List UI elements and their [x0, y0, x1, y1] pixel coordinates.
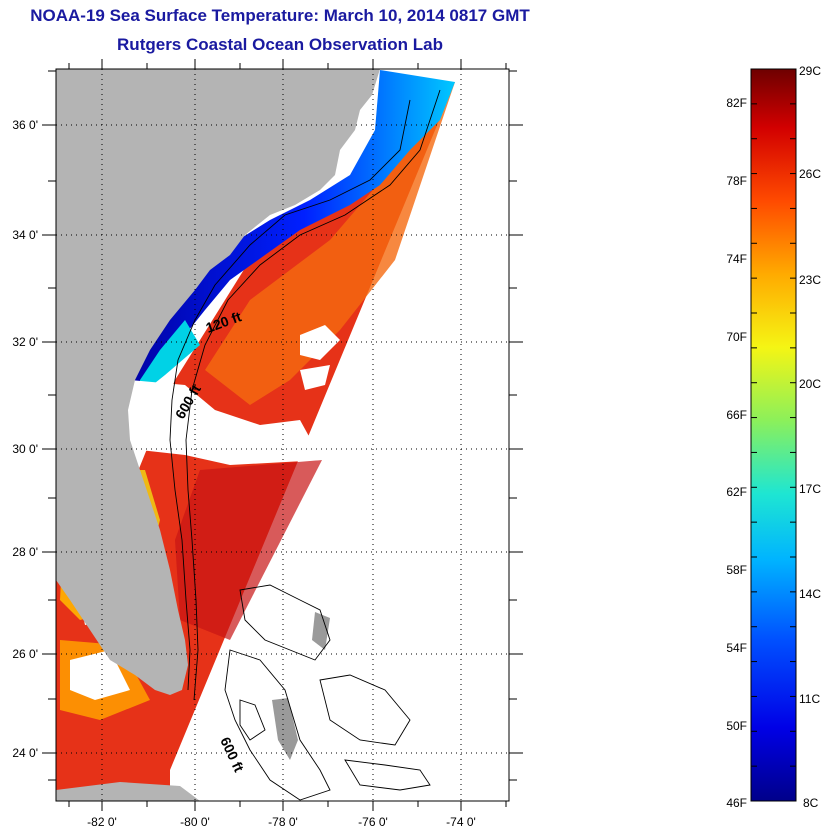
lon-label: -78 0' — [268, 815, 298, 829]
lat-label: 34 0' — [12, 228, 38, 242]
fahrenheit-labels: 82F 78F 74F 70F 66F 62F 58F 54F 50F 46F — [726, 96, 747, 810]
fahrenheit-label: 82F — [726, 96, 747, 110]
lat-label: 24 0' — [12, 746, 38, 760]
fahrenheit-label: 50F — [726, 719, 747, 733]
lon-label: -76 0' — [358, 815, 388, 829]
color-scale-gradient — [750, 68, 797, 802]
cold-coastal-water — [120, 70, 455, 395]
fahrenheit-label: 70F — [726, 330, 747, 344]
lon-label: -82 0' — [87, 815, 117, 829]
celsius-label: 14C — [799, 587, 821, 601]
celsius-labels: 29C 26C 23C 20C 17C 14C 11C 8C — [799, 64, 821, 810]
celsius-label: 26C — [799, 167, 821, 181]
lat-label: 32 0' — [12, 335, 38, 349]
us-land — [56, 69, 380, 695]
fahrenheit-label: 58F — [726, 563, 747, 577]
celsius-label: 8C — [803, 796, 819, 810]
lat-axis-labels: 36 0' 34 0' 32 0' 30 0' 28 0' 26 0' 24 0… — [12, 118, 38, 760]
fahrenheit-label: 46F — [726, 796, 747, 810]
fahrenheit-label: 66F — [726, 408, 747, 422]
lat-label: 30 0' — [12, 442, 38, 456]
color-scale-bar: 82F 78F 74F 70F 66F 62F 58F 54F 50F 46F … — [726, 64, 821, 810]
lat-label: 28 0' — [12, 545, 38, 559]
lon-label: -74 0' — [446, 815, 476, 829]
celsius-label: 29C — [799, 64, 821, 78]
graticule — [56, 69, 509, 801]
celsius-label: 20C — [799, 377, 821, 391]
axis-ticks — [42, 59, 523, 811]
lat-label: 36 0' — [12, 118, 38, 132]
lat-label: 26 0' — [12, 647, 38, 661]
map-panel: 120 ft 600 ft 600 ft — [56, 69, 509, 801]
bahamas-land — [272, 698, 298, 760]
bahamas-bank-outline — [224, 584, 431, 801]
fahrenheit-label: 54F — [726, 641, 747, 655]
fahrenheit-label: 62F — [726, 485, 747, 499]
fahrenheit-label: 74F — [726, 252, 747, 266]
cuba-land — [56, 782, 200, 801]
celsius-label: 23C — [799, 273, 821, 287]
fahrenheit-label: 78F — [726, 174, 747, 188]
celsius-label: 17C — [799, 482, 821, 496]
celsius-label: 11C — [799, 692, 820, 706]
map-subtitle: Rutgers Coastal Ocean Observation Lab — [117, 35, 443, 54]
map-title: NOAA-19 Sea Surface Temperature: March 1… — [30, 6, 530, 25]
lon-axis-labels: -82 0' -80 0' -78 0' -76 0' -74 0' — [87, 815, 476, 829]
lon-label: -80 0' — [180, 815, 210, 829]
